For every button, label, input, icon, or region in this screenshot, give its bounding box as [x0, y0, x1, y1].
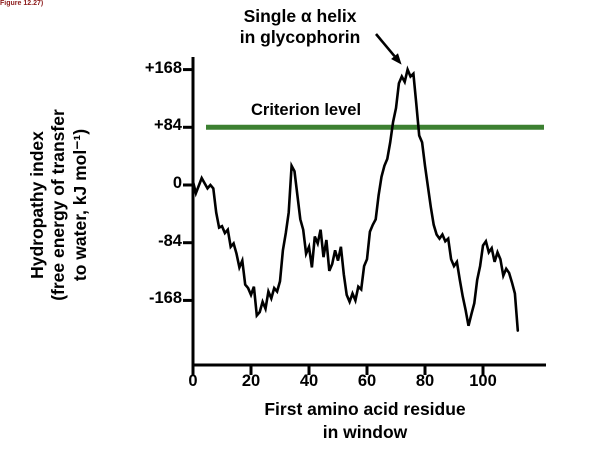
- x-tick-label: 40: [299, 372, 319, 390]
- x-tick-label: 0: [188, 372, 198, 390]
- x-tick-label: 20: [241, 372, 261, 390]
- y-tick-label: -84: [158, 231, 182, 250]
- x-axis-label: First amino acid residue in window: [264, 399, 466, 442]
- y-tick-label: +168: [144, 58, 182, 77]
- x-tick-label: 60: [357, 372, 377, 390]
- annotation-arrow-head: [391, 53, 402, 65]
- annotation-single-alpha-helix: Single α helix in glycophorin: [239, 6, 361, 47]
- y-tick-label: +84: [154, 116, 182, 135]
- hydropathy-data-line: [191, 65, 520, 332]
- annotation-arrow-shaft: [375, 33, 396, 57]
- criterion-level-label: Criterion level: [251, 101, 362, 119]
- y-tick-label: 0: [172, 174, 182, 192]
- x-tick-label: 80: [415, 372, 435, 390]
- y-axis-label: Hydropathy index (free energy of transfe…: [27, 109, 90, 301]
- y-tick-label: -168: [148, 289, 182, 308]
- figure-caption: Figure 12.27): [0, 0, 44, 7]
- x-tick-label: 100: [469, 372, 497, 390]
